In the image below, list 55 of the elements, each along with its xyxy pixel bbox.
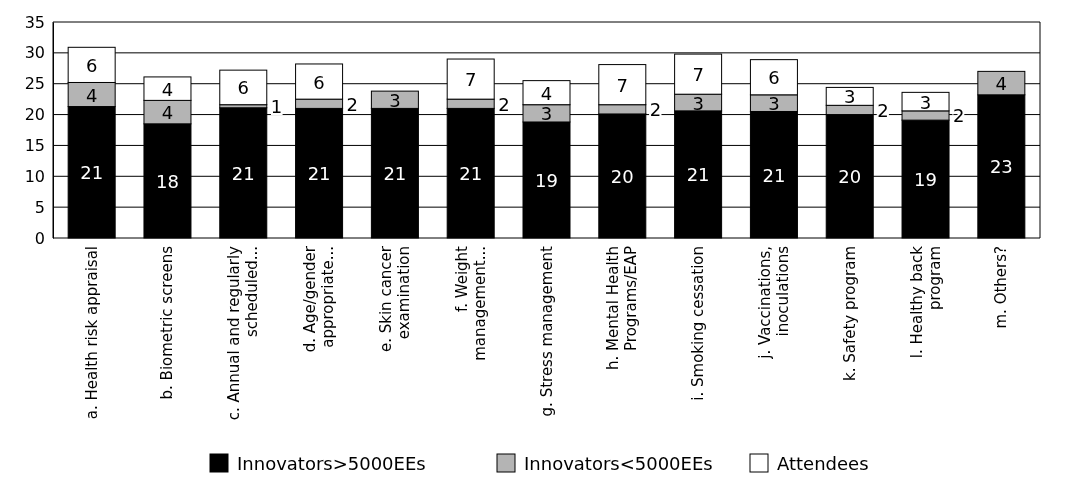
data-label: 4 <box>995 73 1008 95</box>
x-tick-label: b. Biometric screens <box>158 245 177 400</box>
data-label: 7 <box>692 64 704 86</box>
x-tick-label: d. Age/gender appropriate... <box>301 245 338 353</box>
x-tick-label: m. Others? <box>992 246 1011 329</box>
data-label: 7 <box>464 69 477 91</box>
y-tick-label: 30 <box>24 43 45 63</box>
legend-label: Innovators>5000EEs <box>237 453 426 474</box>
data-label: 3 <box>389 89 401 111</box>
data-label: 4 <box>540 82 553 104</box>
data-label: 3 <box>919 91 932 113</box>
data-label: 19 <box>535 169 558 191</box>
y-tick-label: 35 <box>24 12 45 32</box>
data-label: 4 <box>85 84 98 106</box>
legend-label: Innovators<5000EEs <box>524 453 713 474</box>
data-label: 19 <box>914 169 937 191</box>
x-tick-label: k. Safety program <box>840 246 859 381</box>
legend-label: Attendees <box>777 453 869 474</box>
data-label: 6 <box>237 77 249 99</box>
data-label: 20 <box>838 166 862 188</box>
data-label: 3 <box>768 93 780 115</box>
data-label: 2 <box>346 93 359 115</box>
data-label: 1 <box>270 96 283 118</box>
x-tick-label: f. Weight management... <box>452 245 489 361</box>
data-label: 6 <box>85 54 98 76</box>
y-tick-label: 5 <box>34 197 45 217</box>
x-tick-label: g. Stress management <box>537 245 556 417</box>
data-label: 21 <box>762 164 786 186</box>
x-tick-label: a. Health risk appraisal <box>82 246 101 420</box>
data-label: 3 <box>692 92 704 114</box>
y-tick-label: 25 <box>24 74 45 94</box>
data-label: 21 <box>686 164 710 186</box>
y-tick-label: 15 <box>24 136 45 156</box>
data-label: 20 <box>610 165 634 187</box>
y-tick-label: 10 <box>24 166 45 186</box>
data-label: 18 <box>156 170 179 192</box>
data-label: 6 <box>768 67 780 89</box>
x-tick-label: i. Smoking cessation <box>689 246 708 401</box>
data-label: 3 <box>540 103 553 125</box>
data-label: 21 <box>80 162 104 184</box>
data-label: 23 <box>989 156 1013 178</box>
data-label: 21 <box>231 162 255 184</box>
data-label: 3 <box>844 86 856 108</box>
data-label: 21 <box>307 163 331 185</box>
x-tick-label: c. Annual and regularly scheduled... <box>225 245 262 421</box>
data-label: 2 <box>498 93 510 115</box>
x-tick-label: l. Healthy back program <box>907 245 944 359</box>
data-label: 6 <box>313 71 325 93</box>
data-label: 21 <box>459 163 483 185</box>
data-label: 7 <box>616 74 629 96</box>
data-label: 4 <box>161 78 174 100</box>
y-tick-label: 20 <box>24 105 45 125</box>
data-label: 21 <box>383 163 407 185</box>
data-label: 4 <box>161 102 174 124</box>
y-tick-label: 0 <box>34 228 45 248</box>
